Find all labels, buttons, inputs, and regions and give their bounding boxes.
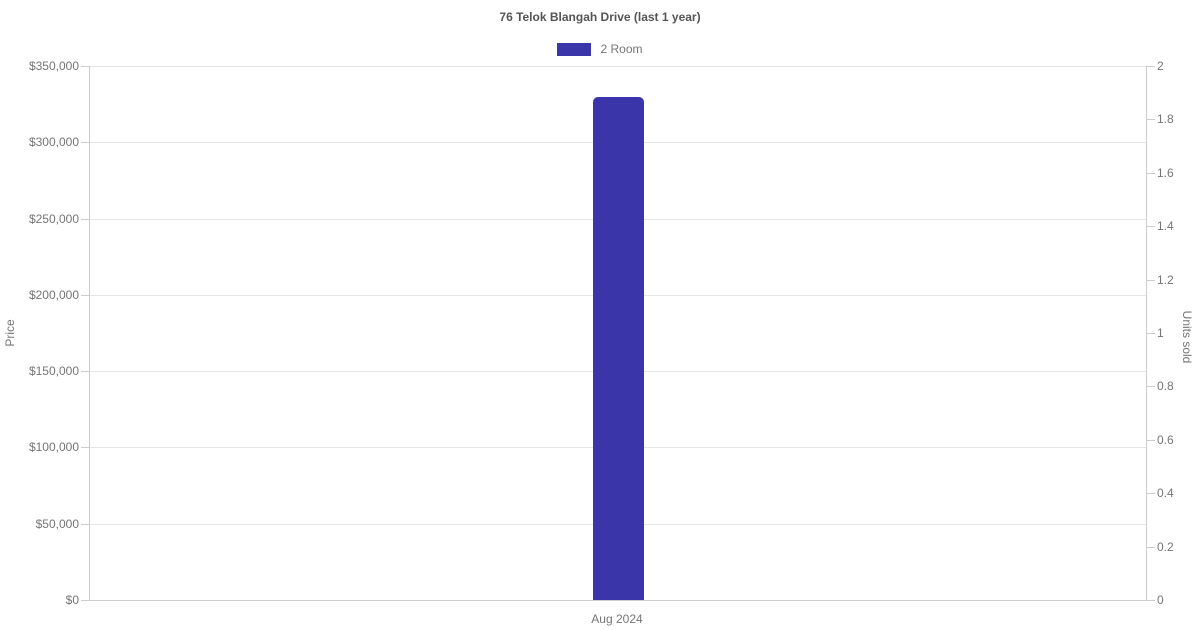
- y-axis-right-tick-label: 0.2: [1157, 540, 1174, 554]
- y-axis-left-tick-label: $50,000: [35, 517, 79, 531]
- y-axis-left-tick-mark: [81, 295, 89, 296]
- x-axis-tick-label: Aug 2024: [591, 612, 643, 626]
- y-axis-left-title: Price: [3, 319, 17, 347]
- y-axis-left-tick-mark: [81, 524, 89, 525]
- y-axis-left-tick-label: $250,000: [28, 212, 79, 226]
- plot-area: [81, 66, 1155, 601]
- y-axis-right-tick-mark: [1147, 173, 1155, 174]
- y-axis-left-tick-label: $350,000: [28, 59, 79, 73]
- y-axis-right-tick-label: 0.6: [1157, 433, 1174, 447]
- y-axis-left-tick-label: $200,000: [28, 288, 79, 302]
- chart-title: 76 Telok Blangah Drive (last 1 year): [499, 10, 701, 24]
- y-axis-left-tick-label: $100,000: [28, 440, 79, 454]
- y-axis-right-tick-mark: [1147, 493, 1155, 494]
- y-axis-right-tick-mark: [1147, 386, 1155, 387]
- bar-2-room-aug-2024[interactable]: [593, 97, 644, 600]
- y-axis-left-tick-mark: [81, 219, 89, 220]
- y-axis-right-tick-label: 2: [1157, 59, 1164, 73]
- legend-label: 2 Room: [600, 42, 643, 56]
- y-axis-right-tick-label: 0: [1157, 593, 1164, 607]
- y-axis-right-tick-mark: [1147, 547, 1155, 548]
- y-axis-left-tick-mark: [81, 142, 89, 143]
- y-axis-left-tick-label: $0: [65, 593, 79, 607]
- y-axis-right-tick-label: 0.8: [1157, 379, 1174, 393]
- y-axis-right-title: Units sold: [1180, 310, 1194, 364]
- y-axis-right-tick-mark: [1147, 440, 1155, 441]
- y-axis-right-tick-mark: [1147, 333, 1155, 334]
- y-axis-left-tick-mark: [81, 371, 89, 372]
- y-axis-left-tick-mark: [81, 600, 89, 601]
- legend: 2 Room: [0, 42, 1200, 56]
- legend-swatch: [557, 42, 592, 56]
- legend-item-2-room[interactable]: 2 Room: [557, 42, 643, 56]
- y-axis-right-tick-mark: [1147, 226, 1155, 227]
- y-axis-right-tick-mark: [1147, 66, 1155, 67]
- gridline: [90, 66, 1146, 67]
- y-axis-right-tick-mark: [1147, 600, 1155, 601]
- y-axis-right-tick-label: 1.8: [1157, 112, 1174, 126]
- y-axis-left-tick-mark: [81, 66, 89, 67]
- y-axis-right-tick-label: 0.4: [1157, 486, 1174, 500]
- y-axis-left-tick-label: $300,000: [28, 135, 79, 149]
- y-axis-left-tick-label: $150,000: [28, 364, 79, 378]
- y-axis-right-tick-label: 1.6: [1157, 166, 1174, 180]
- y-axis-right-tick-mark: [1147, 119, 1155, 120]
- y-axis-left-tick-mark: [81, 447, 89, 448]
- y-axis-right-tick-label: 1: [1157, 326, 1164, 340]
- y-axis-right-tick-label: 1.2: [1157, 273, 1174, 287]
- y-axis-right-tick-mark: [1147, 280, 1155, 281]
- y-axis-right-tick-label: 1.4: [1157, 219, 1174, 233]
